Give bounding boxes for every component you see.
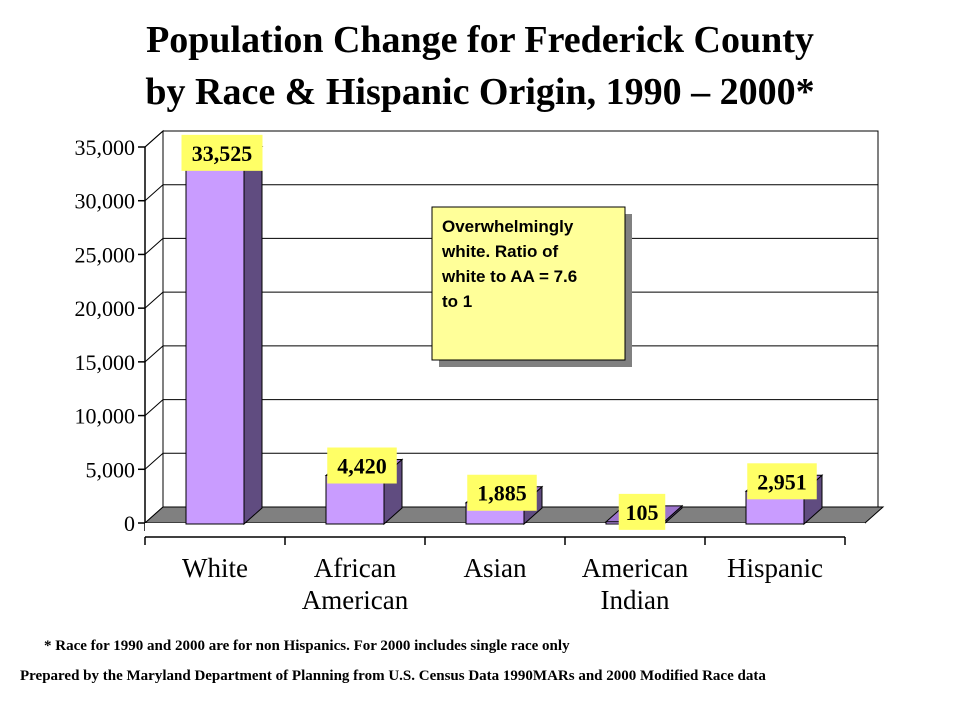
source-credit: Prepared by the Maryland Department of P…: [20, 668, 766, 684]
y-tick-label: 10,000: [75, 404, 136, 429]
data-label: 4,420: [337, 454, 387, 479]
gridline-side: [144, 452, 164, 470]
data-label-box: [467, 474, 537, 511]
x-tick-label: Indian: [601, 585, 670, 615]
data-label: 1,885: [477, 481, 527, 506]
bar: [325, 475, 385, 525]
gridline-side: [144, 399, 164, 416]
y-tick-label: 35,000: [75, 135, 136, 160]
chart-title-line1: Population Change for Frederick County: [146, 19, 814, 61]
x-tick-label: Hispanic: [727, 553, 823, 583]
y-tick-label: 25,000: [75, 242, 136, 267]
data-label-box: [747, 463, 817, 500]
plot-side-wall: [144, 129, 164, 525]
y-tick-label: 0: [124, 511, 135, 536]
x-tick-label: American: [302, 585, 409, 615]
y-tick-label: 30,000: [75, 189, 136, 214]
annotation-text: Overwhelmingly white. Ratio of white to AA…: [441, 217, 577, 311]
x-tick-label: American: [582, 553, 689, 583]
floor-front: [145, 523, 865, 537]
x-tick-label: White: [182, 553, 248, 583]
y-tick-label: 15,000: [75, 350, 136, 375]
data-label: 2,951: [757, 469, 807, 494]
data-label: 33,525: [192, 141, 253, 166]
y-tick-label: 20,000: [75, 296, 136, 321]
data-label: 105: [626, 500, 659, 525]
bar: [185, 162, 245, 525]
data-label-box: [618, 493, 666, 530]
bar-side: [243, 145, 263, 526]
chart-title-line2: by Race & Hispanic Origin, 1990 – 2000*: [145, 71, 815, 113]
gridline-side: [144, 130, 164, 148]
x-tick-label: Asian: [464, 553, 527, 583]
gridline-side: [144, 238, 164, 255]
x-tick-label: African: [314, 553, 397, 583]
gridline-side: [144, 345, 164, 363]
footnote: * Race for 1990 and 2000 are for non His…: [44, 638, 570, 654]
data-label-box: [327, 447, 397, 484]
annotation-box: [431, 206, 626, 361]
y-tick-label: 5,000: [86, 457, 136, 482]
data-label-box: [181, 134, 263, 171]
gridline-side: [144, 184, 164, 202]
gridline-side: [144, 291, 164, 309]
